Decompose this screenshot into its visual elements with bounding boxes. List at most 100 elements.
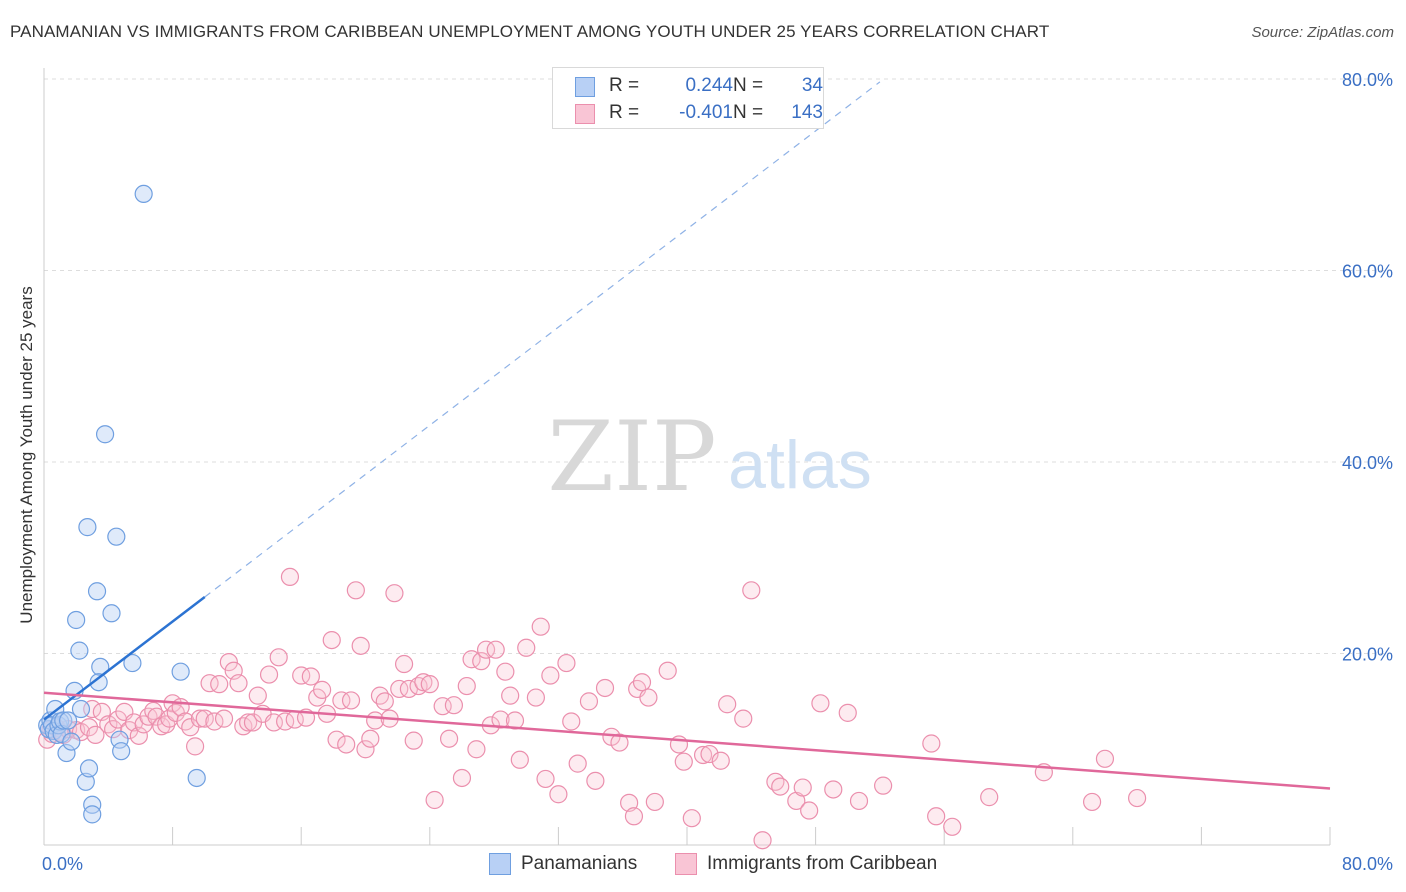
panamanian-point bbox=[107, 527, 126, 546]
caribbean-point bbox=[922, 734, 941, 753]
caribbean-point bbox=[370, 686, 390, 705]
panamanian-point bbox=[59, 711, 78, 730]
caribbean-point bbox=[943, 817, 962, 836]
caribbean-point bbox=[214, 709, 234, 728]
trend-lines bbox=[43, 81, 1331, 790]
caribbean-point bbox=[771, 777, 790, 796]
caribbean-point bbox=[476, 640, 496, 659]
watermark-atlas: atlas bbox=[728, 427, 872, 503]
panamanian-point bbox=[112, 742, 131, 761]
caribbean-point bbox=[385, 584, 404, 603]
panamanian-point bbox=[62, 732, 81, 751]
caribbean-point bbox=[239, 713, 258, 732]
legend-r-value: -0.401 bbox=[679, 102, 733, 123]
panamanian-point bbox=[67, 610, 86, 630]
panamanian-point bbox=[87, 582, 107, 601]
watermark: ZIP atlas bbox=[547, 401, 871, 513]
panamanian-point bbox=[95, 425, 115, 444]
panamanian-point bbox=[83, 805, 102, 824]
tick-labels: 20.0% 40.0% 60.0% 80.0% 0.0% 80.0% bbox=[42, 70, 1393, 874]
panamanian-point bbox=[171, 662, 190, 681]
caribbean-point bbox=[356, 740, 375, 759]
panamanian-point bbox=[187, 768, 206, 788]
caribbean-point bbox=[444, 696, 464, 715]
caribbean-point bbox=[526, 688, 545, 707]
caribbean-point bbox=[129, 726, 148, 745]
caribbean-point bbox=[337, 735, 356, 754]
caribbean-point bbox=[682, 809, 701, 828]
caribbean-point bbox=[742, 581, 761, 600]
caribbean-point bbox=[734, 709, 753, 728]
caribbean-point bbox=[824, 780, 843, 799]
caribbean-trend-line bbox=[43, 691, 1331, 790]
caribbean-point bbox=[186, 737, 205, 756]
caribbean-point bbox=[711, 751, 730, 770]
caribbean-point bbox=[693, 745, 713, 765]
y-tick-label: 40.0% bbox=[1342, 453, 1393, 473]
legend-r-value: 0.244 bbox=[685, 75, 733, 96]
panamanian-point bbox=[54, 711, 73, 730]
bottom-legend-label: Panamanians bbox=[521, 853, 638, 874]
caribbean-point bbox=[620, 793, 639, 812]
caribbean-point bbox=[394, 654, 414, 674]
grid-lines bbox=[44, 78, 1392, 654]
caribbean-point bbox=[292, 666, 311, 685]
y-tick-label: 20.0% bbox=[1342, 645, 1393, 665]
stats-legend: R = 0.244 N = 34 R = -0.401 N = 143 bbox=[552, 67, 824, 129]
caribbean-point bbox=[1127, 788, 1147, 808]
caribbean-point bbox=[1095, 749, 1115, 768]
caribbean-point bbox=[327, 730, 346, 749]
caribbean-point bbox=[425, 790, 444, 810]
caribbean-point bbox=[361, 729, 380, 748]
caribbean-point bbox=[301, 667, 320, 686]
caribbean-point bbox=[874, 776, 893, 795]
caribbean-point bbox=[351, 636, 370, 655]
caribbean-point bbox=[452, 768, 472, 788]
caribbean-point bbox=[980, 788, 999, 807]
caribbean-point bbox=[562, 712, 581, 731]
caribbean-point bbox=[811, 694, 830, 713]
caribbean-point bbox=[800, 801, 819, 820]
bottom-legend-swatch-blue bbox=[489, 853, 511, 875]
caribbean-point bbox=[674, 752, 693, 771]
legend-n-label: N = bbox=[733, 75, 764, 96]
caribbean-point bbox=[491, 710, 510, 729]
panamanian-point bbox=[78, 518, 97, 537]
caribbean-point bbox=[531, 617, 550, 636]
caribbean-point bbox=[645, 792, 664, 812]
panamanian-point bbox=[89, 673, 108, 692]
legend-r-label: R = bbox=[609, 75, 640, 96]
caribbean-point bbox=[176, 712, 195, 731]
bottom-legend-label: Immigrants from Caribbean bbox=[707, 853, 938, 874]
caribbean-point bbox=[86, 725, 105, 744]
chart-title: PANAMANIAN VS IMMIGRANTS FROM CARIBBEAN … bbox=[10, 22, 1050, 41]
panamanian-point bbox=[70, 641, 89, 660]
caribbean-point bbox=[700, 744, 719, 764]
panamanian-point bbox=[123, 653, 142, 673]
panamanian-trend-extension bbox=[204, 81, 881, 598]
caribbean-point bbox=[467, 740, 486, 759]
caribbean-point bbox=[595, 678, 615, 698]
caribbean-point bbox=[259, 665, 279, 684]
caribbean-point bbox=[541, 666, 560, 685]
caribbean-point bbox=[190, 709, 210, 728]
panamanian-point bbox=[57, 743, 76, 763]
caribbean-point bbox=[104, 720, 123, 739]
legend-r-label: R = bbox=[609, 102, 640, 123]
caribbean-point bbox=[557, 653, 576, 673]
caribbean-point bbox=[144, 701, 163, 721]
caribbean-point bbox=[280, 567, 300, 587]
caribbean-point bbox=[414, 673, 433, 692]
source-credit: Source: ZipAtlas.com bbox=[1251, 24, 1394, 41]
panamanian-point bbox=[71, 699, 91, 719]
caribbean-point bbox=[568, 754, 587, 773]
legend-swatch-blue bbox=[575, 77, 595, 97]
panamanian-point bbox=[110, 730, 129, 749]
caribbean-point bbox=[200, 674, 219, 693]
caribbean-point bbox=[510, 750, 529, 769]
caribbean-point bbox=[496, 662, 515, 681]
caribbean-point bbox=[404, 731, 423, 750]
caribbean-point bbox=[586, 771, 605, 790]
caribbean-point bbox=[838, 703, 857, 722]
